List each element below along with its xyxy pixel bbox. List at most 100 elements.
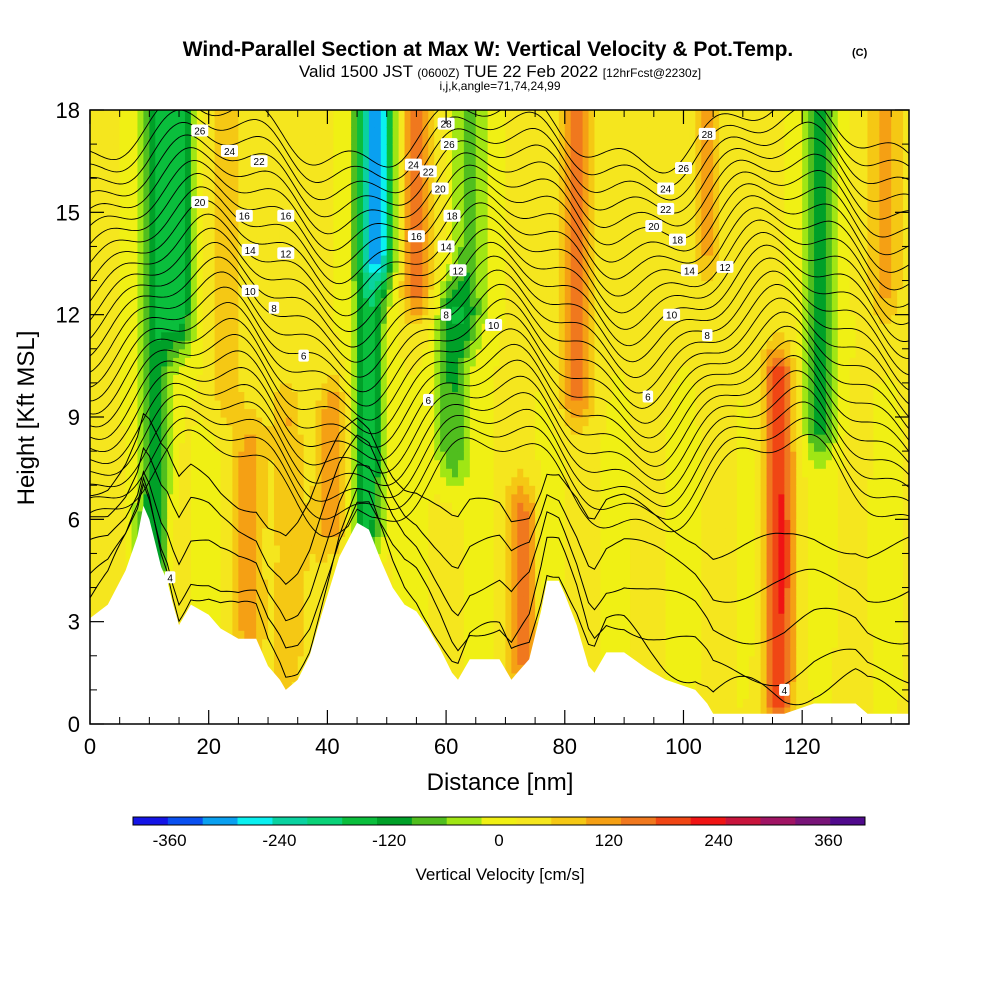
velocity-cell xyxy=(440,127,447,137)
velocity-cell xyxy=(487,451,495,461)
velocity-cell xyxy=(90,382,97,393)
velocity-cell xyxy=(457,655,465,665)
velocity-cell xyxy=(285,382,293,393)
velocity-cell xyxy=(173,544,180,555)
velocity-cell xyxy=(303,203,311,213)
velocity-cell xyxy=(457,493,465,503)
velocity-cell xyxy=(285,161,293,171)
velocity-cell xyxy=(95,110,103,120)
velocity-cell xyxy=(416,425,423,435)
velocity-cell xyxy=(226,118,234,128)
velocity-cell xyxy=(297,621,305,631)
velocity-cell xyxy=(392,374,400,384)
velocity-cell xyxy=(250,519,257,529)
velocity-cell xyxy=(321,340,328,350)
velocity-cell xyxy=(380,442,388,452)
velocity-cell xyxy=(481,314,489,324)
velocity-cell xyxy=(481,647,489,657)
velocity-cell xyxy=(125,382,133,393)
velocity-cell xyxy=(481,220,489,230)
velocity-cell xyxy=(368,459,376,469)
velocity-cell xyxy=(196,144,204,154)
velocity-cell xyxy=(457,144,465,154)
velocity-cell xyxy=(232,519,239,529)
velocity-cell xyxy=(119,408,127,418)
velocity-cell xyxy=(357,152,364,162)
velocity-cell xyxy=(339,374,346,384)
velocity-cell xyxy=(190,203,198,213)
velocity-cell xyxy=(469,579,477,589)
velocity-cell xyxy=(285,220,293,230)
velocity-cell xyxy=(487,579,495,589)
velocity-cell xyxy=(297,459,305,469)
velocity-cell xyxy=(173,485,180,495)
velocity-cell xyxy=(303,485,311,495)
velocity-cell xyxy=(149,263,156,273)
velocity-cell xyxy=(374,399,382,410)
velocity-cell xyxy=(232,613,239,623)
velocity-cell xyxy=(244,118,251,128)
velocity-cell xyxy=(422,263,429,273)
velocity-cell xyxy=(190,220,198,230)
velocity-cell xyxy=(463,254,471,265)
velocity-cell xyxy=(303,382,311,393)
velocity-cell xyxy=(363,263,370,273)
velocity-cell xyxy=(452,434,459,444)
velocity-cell xyxy=(238,579,245,589)
velocity-cell xyxy=(131,152,139,162)
velocity-cell xyxy=(167,340,174,350)
velocity-cell xyxy=(404,203,412,213)
velocity-cell xyxy=(202,561,210,572)
velocity-cell xyxy=(95,493,103,503)
velocity-cell xyxy=(463,459,471,469)
velocity-cell xyxy=(416,468,423,478)
velocity-cell xyxy=(173,476,180,486)
velocity-cell xyxy=(446,289,453,299)
velocity-cell xyxy=(285,340,293,350)
velocity-cell xyxy=(380,357,388,367)
velocity-cell xyxy=(410,272,418,282)
velocity-cell xyxy=(161,272,168,282)
velocity-cell xyxy=(333,203,340,213)
velocity-cell xyxy=(392,493,400,503)
velocity-cell xyxy=(196,237,204,248)
velocity-cell xyxy=(309,510,317,520)
velocity-cell xyxy=(374,237,382,248)
velocity-cell xyxy=(208,212,216,222)
velocity-cell xyxy=(416,391,423,401)
velocity-cell xyxy=(232,476,239,486)
velocity-cell xyxy=(333,152,340,162)
velocity-cell xyxy=(273,544,281,555)
velocity-cell xyxy=(499,570,507,580)
velocity-cell xyxy=(446,229,453,239)
velocity-cell xyxy=(422,118,429,128)
velocity-cell xyxy=(268,144,275,154)
velocity-cell xyxy=(416,144,423,154)
velocity-cell xyxy=(226,297,234,307)
velocity-cell xyxy=(303,442,311,452)
velocity-cell xyxy=(321,280,328,290)
velocity-cell xyxy=(475,237,483,248)
velocity-cell xyxy=(173,263,180,273)
velocity-cell xyxy=(202,237,210,248)
velocity-cell xyxy=(167,348,174,358)
velocity-cell xyxy=(434,459,441,469)
velocity-cell xyxy=(250,527,257,537)
velocity-cell xyxy=(487,263,495,273)
velocity-cell xyxy=(357,263,364,273)
velocity-cell xyxy=(256,178,263,188)
velocity-cell xyxy=(351,348,358,358)
velocity-cell xyxy=(493,621,501,631)
velocity-cell xyxy=(416,408,423,418)
velocity-cell xyxy=(422,331,429,341)
velocity-cell xyxy=(113,220,121,230)
velocity-cell xyxy=(363,169,370,179)
velocity-cell xyxy=(434,587,441,597)
velocity-cell xyxy=(107,579,115,589)
velocity-cell xyxy=(493,254,501,265)
velocity-cell xyxy=(410,289,418,299)
velocity-cell xyxy=(487,297,495,307)
velocity-cell xyxy=(297,178,305,188)
velocity-cell xyxy=(321,561,328,572)
velocity-cell xyxy=(386,382,394,393)
